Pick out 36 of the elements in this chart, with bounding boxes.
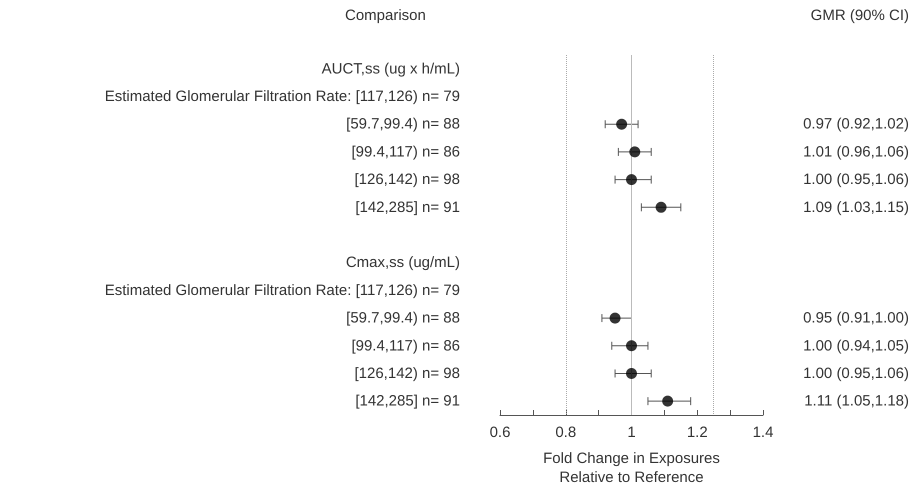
point: [656, 202, 667, 213]
y-tick-label: [126,142) n= 98: [354, 171, 460, 188]
y-tick-label: [142,285] n= 91: [355, 198, 460, 216]
y-tick-label: Cmax,ss (ug/mL): [346, 254, 460, 272]
y-tick-label: [59.7,99.4) n= 88: [346, 310, 460, 327]
point: [626, 368, 637, 379]
data-label: 1.00 (0.94,1.05): [803, 337, 909, 354]
data-label: 1.00 (0.95,1.06): [803, 171, 909, 188]
y-tick-label: Estimated Glomerular Filtration Rate: [117,126) n= 79: [104, 88, 460, 106]
point: [626, 174, 637, 186]
x-tick-label: 0.8: [555, 424, 576, 441]
x-tick-label: 0.6: [490, 424, 510, 441]
y-tick-label: AUCT,ss (ug x h/mL): [322, 60, 460, 78]
x-tick-label: 1.2: [686, 424, 708, 441]
point: [662, 396, 674, 407]
x-axis-title: Fold Change in Exposures Relative to Reference: [543, 450, 720, 486]
y-tick-label: [126,142) n= 98: [354, 364, 460, 382]
text: Comparison: [345, 7, 426, 24]
y-tick-label: [59.7,99.4) n= 88: [346, 116, 460, 133]
y-tick-label: Estimated Glomerular Filtration Rate: [117,126) n= 79: [104, 282, 460, 299]
data-label: 1.01 (0.96,1.06): [803, 143, 909, 160]
data-label: 1.09 (1.03,1.15): [803, 198, 909, 216]
y-tick-label: [99.4,117) n= 86: [351, 337, 460, 354]
point: [616, 118, 628, 130]
x-tick-label: 1: [627, 424, 636, 441]
data-label: 1.11 (1.05,1.18): [804, 392, 910, 410]
point: [610, 312, 621, 324]
text: GMR (90% CI): [810, 7, 910, 24]
data-label: 1.00 (0.95,1.06): [803, 364, 909, 382]
y-tick-label: [142,285] n= 91: [355, 392, 460, 410]
data-label: 0.95 (0.91,1.00): [803, 310, 909, 327]
x-tick-label: 1.4: [752, 424, 774, 441]
y-tick-label: [99.4,117) n= 86: [351, 143, 460, 160]
data-label: 0.97 (0.92,1.02): [803, 116, 909, 133]
point: [629, 146, 640, 158]
point: [626, 340, 637, 352]
